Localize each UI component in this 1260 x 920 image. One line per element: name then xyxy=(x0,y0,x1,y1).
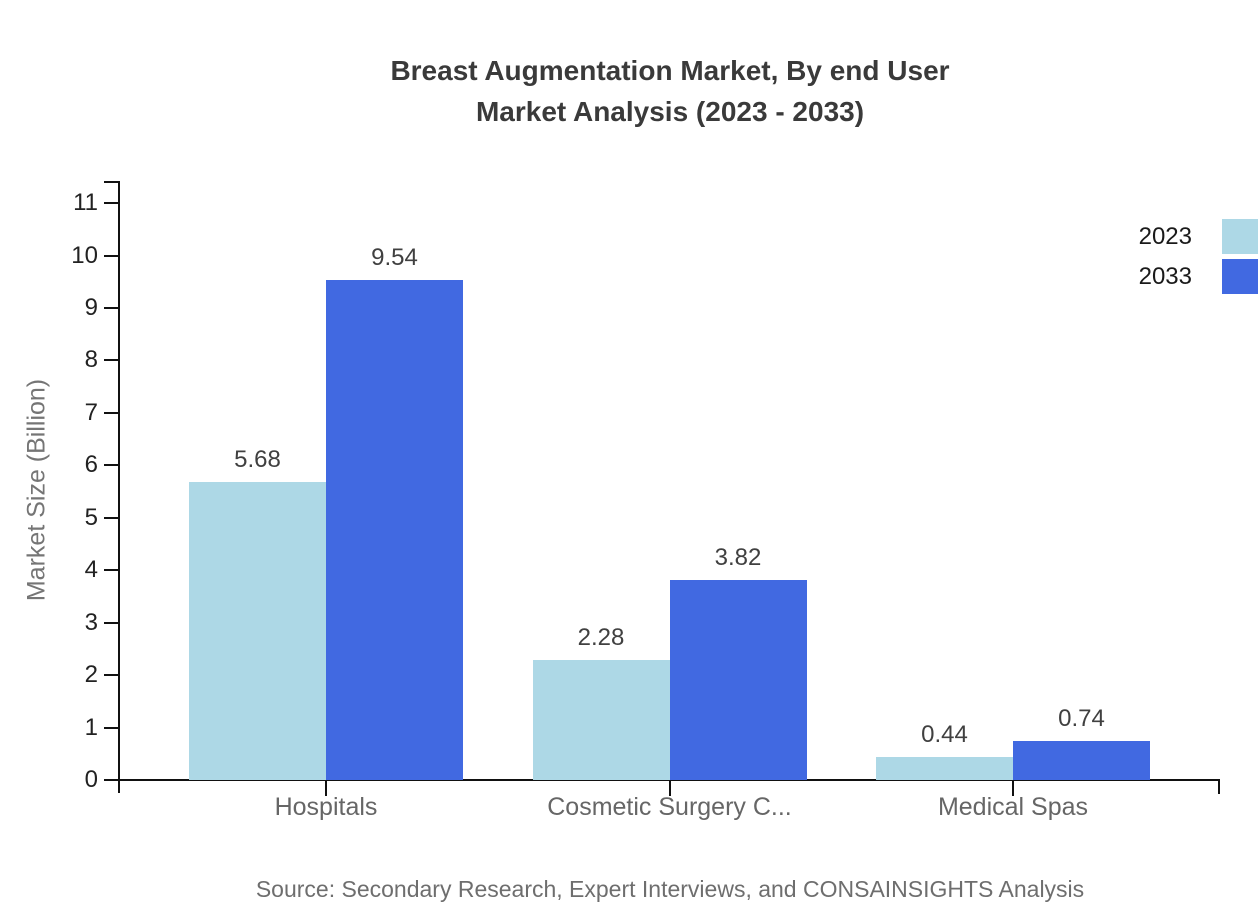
category-label-cosmetic-surgery-c: Cosmetic Surgery C... xyxy=(547,793,792,821)
y-axis-top-cap xyxy=(104,181,118,183)
y-tick-label: 10 xyxy=(71,241,98,269)
y-tick-label: 1 xyxy=(84,713,98,741)
y-tick-label: 3 xyxy=(84,608,98,636)
bar-value-label-2033-medical-spas: 0.74 xyxy=(1058,705,1105,733)
y-tick-label: 6 xyxy=(84,451,98,479)
y-tick-label: 4 xyxy=(84,556,98,584)
chart-title-line1: Breast Augmentation Market, By end User xyxy=(390,55,950,86)
bar-value-label-2023-medical-spas: 0.44 xyxy=(921,720,968,748)
bar-2023-cosmetic-surgery-c xyxy=(532,660,670,780)
x-tick xyxy=(325,781,327,796)
chart-title: Breast Augmentation Market, By end User … xyxy=(120,50,1220,132)
y-tick xyxy=(104,202,118,204)
x-axis-line xyxy=(118,779,1220,781)
bar-2033-hospitals xyxy=(326,279,463,780)
y-tick-label: 9 xyxy=(84,294,98,321)
bar-2023-medical-spas xyxy=(876,756,1013,780)
bar-value-label-2033-cosmetic-surgery-c: 3.82 xyxy=(714,543,762,571)
y-tick xyxy=(104,779,118,781)
y-tick xyxy=(104,254,118,257)
chart-title-line2: Market Analysis (2023 - 2033) xyxy=(475,96,865,127)
category-label-medical-spas: Medical Spas xyxy=(937,793,1089,821)
legend-swatch-2033 xyxy=(1222,259,1258,294)
bar-2033-medical-spas xyxy=(1013,741,1150,780)
y-tick xyxy=(104,569,118,572)
y-tick xyxy=(104,464,118,467)
y-tick-label: 0 xyxy=(84,766,98,793)
bar-2023-hospitals xyxy=(189,482,326,780)
bar-value-label-2033-hospitals: 9.54 xyxy=(371,243,418,271)
bar-2033-cosmetic-surgery-c xyxy=(669,579,807,780)
y-tick xyxy=(104,307,118,309)
legend-item-2033[interactable]: 2033 xyxy=(1139,259,1258,294)
legend-item-2023[interactable]: 2023 xyxy=(1139,219,1258,254)
y-tick-label: 2 xyxy=(84,661,98,689)
y-tick-label: 5 xyxy=(84,503,98,531)
y-tick xyxy=(104,359,118,362)
y-tick xyxy=(104,516,118,519)
legend: 2023 2033 xyxy=(1139,219,1258,294)
x-tick xyxy=(668,781,671,796)
legend-swatch-2023 xyxy=(1222,219,1258,254)
y-tick xyxy=(104,621,118,624)
y-tick xyxy=(104,674,118,677)
y-axis-line xyxy=(118,181,120,793)
y-tick xyxy=(104,411,118,414)
y-tick-label: 8 xyxy=(84,346,98,374)
y-tick-label: 7 xyxy=(84,398,98,426)
category-label-hospitals: Hospitals xyxy=(274,793,378,821)
x-axis-right-cap xyxy=(1218,779,1220,794)
bar-value-label-2023-hospitals: 5.68 xyxy=(234,446,281,474)
y-tick-label: 11 xyxy=(73,189,98,216)
x-tick xyxy=(1012,781,1014,796)
legend-item-2033-label: 2033 xyxy=(1138,262,1192,290)
legend-item-2023-label: 2023 xyxy=(1138,222,1192,250)
bar-value-label-2023-cosmetic-surgery-c: 2.28 xyxy=(577,624,625,652)
source-note: Source: Secondary Research, Expert Inter… xyxy=(255,876,1085,902)
y-tick xyxy=(104,726,118,729)
